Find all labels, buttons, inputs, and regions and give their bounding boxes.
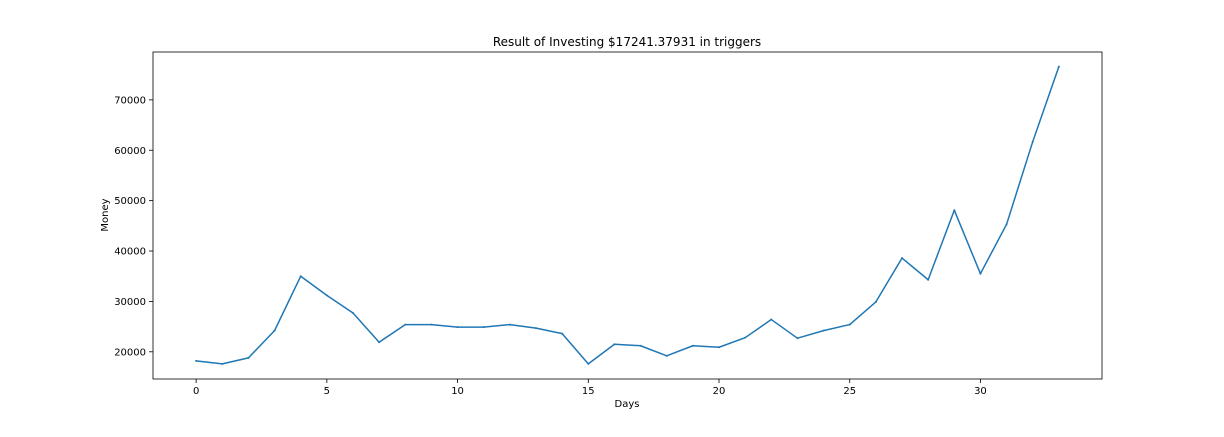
data-point	[221, 362, 224, 365]
y-tick-label: 70000	[114, 95, 146, 106]
data-point	[1005, 223, 1008, 226]
data-point	[718, 346, 720, 349]
data-point	[822, 329, 825, 332]
data-point	[613, 343, 616, 346]
y-tick-label: 40000	[114, 247, 146, 258]
data-point	[587, 362, 590, 365]
data-point	[691, 344, 694, 347]
data-point	[378, 341, 381, 344]
data-point	[665, 354, 668, 357]
data-point	[535, 327, 537, 330]
data-point	[796, 337, 799, 340]
x-tick-label: 10	[451, 386, 464, 397]
data-point	[979, 272, 982, 275]
x-tick-label: 0	[193, 386, 199, 397]
x-tick-label: 15	[582, 386, 595, 397]
data-point	[953, 209, 956, 212]
data-point	[639, 344, 642, 347]
data-point	[482, 326, 485, 329]
data-point	[430, 323, 433, 326]
data-point	[561, 332, 564, 335]
x-tick-label: 25	[843, 386, 856, 397]
series-line-0	[196, 66, 1060, 365]
x-tick-label: 20	[713, 386, 726, 397]
x-axis: 0 5 10 15 20 25 30	[193, 379, 987, 397]
x-tick-label: 30	[974, 386, 987, 397]
chart-title: Result of Investing $17241.37931 in trig…	[493, 35, 761, 49]
data-point	[456, 326, 459, 329]
x-axis-label: Days	[615, 399, 640, 410]
y-tick-label: 30000	[114, 297, 146, 308]
data-point	[901, 257, 903, 260]
y-tick-label: 60000	[114, 146, 146, 157]
data-point	[1031, 140, 1034, 143]
axes-frame	[152, 51, 1103, 380]
data-point	[299, 275, 302, 278]
x-tick-label: 5	[324, 386, 330, 397]
data-point	[325, 294, 328, 297]
y-axis: 20000 30000 40000 50000 60000 70000	[114, 95, 153, 358]
data-point	[273, 329, 276, 332]
plot-area	[152, 51, 1103, 380]
data-point	[1057, 65, 1060, 68]
y-axis-label: Money	[100, 198, 111, 231]
y-tick-label: 50000	[114, 196, 146, 207]
data-point	[404, 323, 407, 326]
data-point	[744, 336, 747, 339]
data-point	[927, 278, 930, 281]
data-point	[874, 300, 877, 303]
data-point	[848, 323, 851, 326]
y-tick-label: 20000	[114, 347, 146, 358]
data-point	[508, 323, 511, 326]
data-point	[195, 359, 198, 362]
data-point	[247, 356, 250, 359]
data-point	[352, 312, 354, 314]
data-point	[770, 318, 773, 321]
